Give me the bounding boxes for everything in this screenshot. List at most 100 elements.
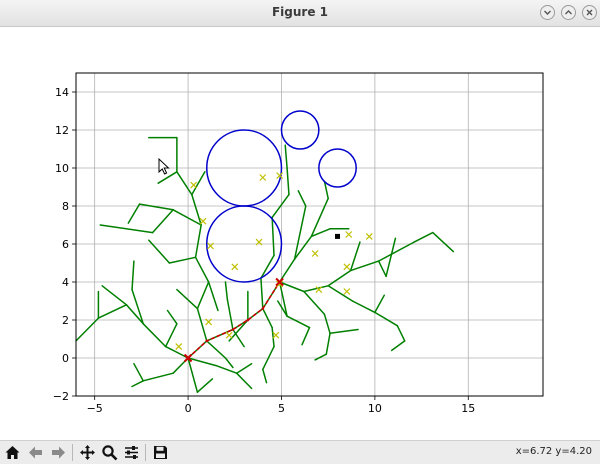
pan-button[interactable]: [78, 443, 97, 462]
tree-edge: [232, 328, 245, 348]
markers: [183, 233, 341, 363]
tree-edge: [325, 332, 331, 355]
tree-edge: [235, 362, 253, 374]
path-node: [205, 339, 209, 343]
tree-edge: [293, 235, 313, 260]
tree-edge: [349, 260, 380, 272]
arrow-left-icon: [29, 446, 42, 459]
tree-edge: [191, 171, 206, 196]
back-button[interactable]: [26, 443, 45, 462]
y-tick-label: −2: [53, 390, 69, 403]
sample-point: [343, 288, 351, 295]
minimize-button[interactable]: [540, 5, 555, 20]
sample-point: [343, 263, 351, 271]
tree-edge: [262, 345, 275, 371]
tree-edge: [286, 315, 311, 329]
sample-point: [199, 217, 207, 225]
sample-point: [345, 231, 353, 238]
forward-button[interactable]: [49, 443, 68, 462]
tree-edge: [286, 167, 290, 196]
tree-edge: [260, 254, 275, 279]
chevron-down-icon: [544, 10, 551, 15]
tree-edge: [133, 362, 144, 382]
x-tick-label: 5: [278, 402, 285, 415]
sample-point: [311, 250, 319, 257]
tree-edge: [194, 224, 202, 259]
tree-edge: [206, 340, 227, 359]
tree-edge: [377, 260, 387, 278]
chevron-up-icon: [565, 10, 572, 15]
tree-edge: [75, 317, 100, 342]
node-marker: [335, 233, 341, 239]
tree-edge: [327, 285, 354, 302]
tree-edge: [271, 193, 290, 219]
move-icon: [80, 445, 95, 460]
window-title: Figure 1: [271, 5, 329, 19]
tree-edge: [172, 209, 202, 226]
toolbar-separator: [145, 444, 146, 461]
tree-edge: [262, 307, 273, 329]
axes-frame: [75, 72, 544, 397]
navigation-toolbar: x=6.72 y=4.20: [0, 440, 600, 464]
obstacle-circle: [318, 148, 357, 188]
tree-edge: [226, 298, 234, 331]
y-tick-label: 14: [55, 86, 69, 99]
tree-edge: [176, 171, 193, 196]
zoom-button[interactable]: [100, 443, 119, 462]
figure-canvas[interactable]: −5 0 5 10 15 −2 0 2 4 6 8 10 12 14: [0, 27, 600, 437]
sample-point: [225, 331, 233, 339]
tree-edge: [164, 345, 189, 359]
y-tick-label: 8: [62, 200, 69, 213]
tree-edge: [138, 203, 174, 211]
samples: [175, 172, 373, 351]
tree-edge: [349, 241, 361, 272]
x-tick-label: 15: [461, 402, 475, 415]
tree-edge: [142, 323, 167, 348]
tree-edge: [151, 209, 174, 234]
tree-edge: [262, 368, 268, 384]
mouse-cursor: [158, 157, 170, 175]
tree-edge: [329, 328, 359, 335]
configure-subplots-button[interactable]: [122, 443, 141, 462]
tree-edge: [327, 269, 352, 287]
tree-edge: [235, 372, 253, 390]
tree-edge: [297, 190, 307, 207]
tree-edge: [278, 281, 305, 293]
tree-edge: [323, 313, 331, 335]
home-button[interactable]: [3, 443, 22, 462]
cursor-coordinates: x=6.72 y=4.20: [515, 446, 592, 457]
tree-edge: [374, 294, 385, 314]
x-tick-label: 10: [368, 402, 382, 415]
sample-point: [207, 242, 214, 250]
sample-point: [276, 172, 284, 180]
tree-edge: [314, 353, 328, 361]
sample-point: [259, 174, 267, 181]
tree-edge: [148, 239, 171, 264]
sample-point: [231, 263, 239, 271]
tree-edge: [101, 285, 128, 306]
tree-edge: [131, 288, 144, 325]
tree-edge: [278, 281, 288, 317]
obstacles: [206, 110, 357, 283]
tree-edge: [194, 256, 210, 283]
tree-edge: [97, 304, 128, 319]
tree-edge: [260, 277, 264, 310]
save-button[interactable]: [151, 443, 170, 462]
tree-edge: [390, 340, 406, 352]
tree-edge: [377, 241, 415, 262]
rrt-tree: [75, 136, 455, 393]
tree-edge: [228, 319, 249, 342]
y-tick-label: 6: [62, 238, 69, 251]
tree-edge: [215, 364, 238, 374]
maximize-button[interactable]: [561, 5, 576, 20]
tree-edge: [432, 231, 455, 253]
tree-edge: [276, 300, 288, 317]
goal-marker: [275, 277, 284, 287]
tree-edge: [196, 378, 214, 393]
sample-point: [365, 232, 373, 240]
window-titlebar[interactable]: Figure 1: [0, 0, 600, 27]
close-button[interactable]: [582, 5, 597, 20]
tree-edge: [413, 231, 434, 243]
tree-edge: [125, 304, 144, 325]
path-node: [231, 328, 235, 331]
